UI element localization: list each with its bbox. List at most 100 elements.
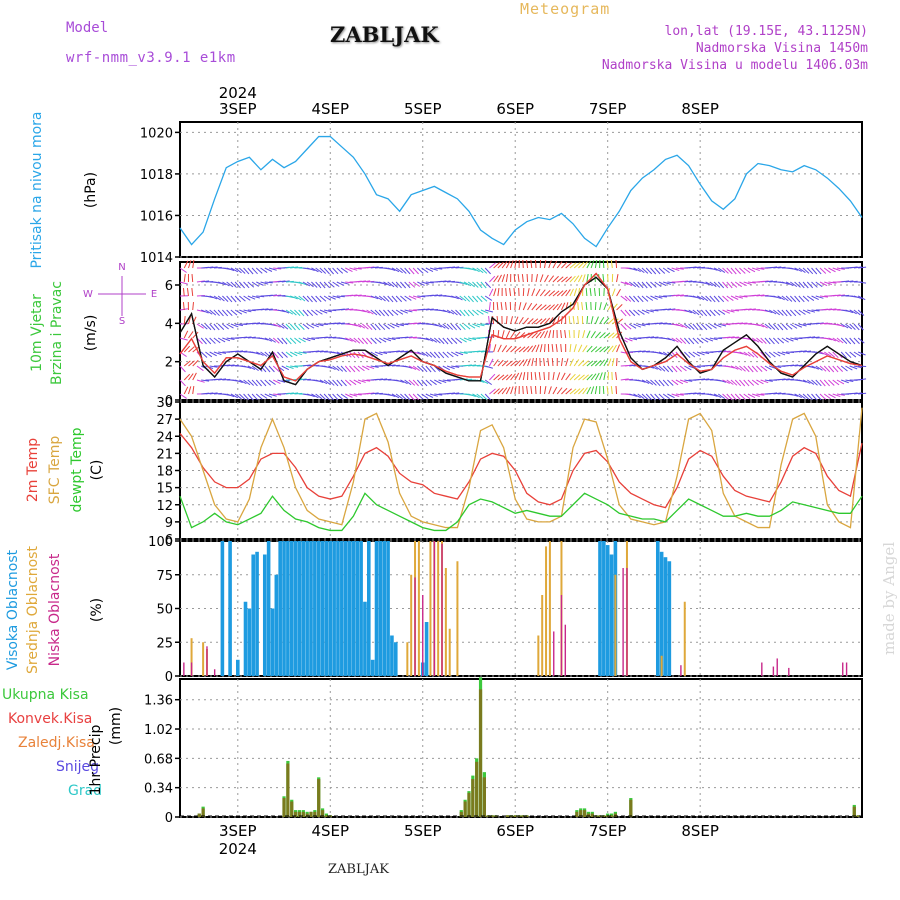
wind-barb xyxy=(374,266,383,269)
wind-barb xyxy=(294,351,303,356)
wind-barb xyxy=(391,295,398,303)
wind-barb xyxy=(366,280,375,283)
wind-barb xyxy=(421,365,428,373)
wind-barb xyxy=(760,379,769,384)
wind-barb xyxy=(595,346,602,353)
cloud-bar xyxy=(659,551,664,676)
wind-barb xyxy=(480,267,488,274)
wind-barb xyxy=(594,260,598,269)
wind-barb xyxy=(633,267,641,273)
wind-barb xyxy=(370,392,379,395)
wind-barb xyxy=(607,345,614,353)
cloud-bar xyxy=(270,608,275,676)
wind-barb xyxy=(786,378,795,381)
wind-barb xyxy=(484,393,491,401)
wind-barb xyxy=(332,295,341,299)
precip-bar-convective xyxy=(490,815,494,817)
mid-cloud-axis-title: Srednja Oblacnost xyxy=(25,546,41,674)
wind-barb xyxy=(607,273,609,283)
wind-barb xyxy=(849,365,858,370)
wind-barb xyxy=(417,295,426,298)
wind-barb xyxy=(671,351,678,359)
wind-barb xyxy=(383,295,390,302)
wind-barb xyxy=(709,267,718,271)
compass-west: W xyxy=(83,289,93,300)
wind-barb xyxy=(387,393,396,398)
wind-barb xyxy=(658,393,666,400)
wind-barb xyxy=(209,351,217,357)
wind-barb xyxy=(582,360,589,367)
y-tick-label: 21 xyxy=(156,447,173,462)
wind-barb xyxy=(459,295,467,302)
wind-barb xyxy=(777,295,785,301)
wind-barb xyxy=(734,393,742,401)
cloud-bar xyxy=(247,608,252,676)
wind-barb xyxy=(747,393,756,399)
wind-barb xyxy=(641,267,649,274)
wind-barb xyxy=(260,308,269,311)
precip-bar-convective xyxy=(201,808,205,817)
wind-barb xyxy=(586,274,589,283)
wind-barb xyxy=(747,281,756,284)
wind-barb xyxy=(438,323,446,329)
wind-barb xyxy=(268,323,277,327)
wind-barb xyxy=(722,393,729,400)
wind-barb xyxy=(658,322,667,325)
wind-barb xyxy=(586,315,589,325)
wind-barb xyxy=(374,309,381,316)
wind-barb xyxy=(654,322,663,325)
wind-barb xyxy=(277,351,284,359)
precip-legend-item: Snijeg xyxy=(56,759,99,775)
wind-barb xyxy=(226,323,234,329)
wind-barb xyxy=(378,323,386,331)
wind-barb xyxy=(616,288,621,297)
cloud-bar xyxy=(390,635,394,676)
wind-barb xyxy=(357,365,365,372)
wind-barb xyxy=(353,337,361,344)
wind-barb xyxy=(205,266,214,269)
wind-barb xyxy=(378,295,386,302)
wind-barb xyxy=(205,392,214,395)
wind-barb xyxy=(594,386,598,395)
day-label-bottom: 5SEP xyxy=(404,822,442,840)
wind-barb xyxy=(535,318,543,325)
precip-bar-convective xyxy=(305,813,309,817)
wind-barb xyxy=(408,379,416,386)
wind-barb xyxy=(480,323,489,326)
model-label: Model xyxy=(66,20,109,36)
wind-barb xyxy=(187,316,192,325)
wind-barb xyxy=(730,295,739,300)
wind-barb xyxy=(781,295,789,302)
wind-barb xyxy=(857,337,865,344)
wind-barb xyxy=(675,337,683,344)
wind-barb xyxy=(857,309,865,316)
wind-barb xyxy=(658,295,667,298)
wind-barb xyxy=(794,309,801,316)
wind-barb xyxy=(281,351,288,358)
wind-barb xyxy=(544,289,551,297)
cloud-bar xyxy=(274,574,279,676)
wind-barb xyxy=(641,379,650,384)
wind-barb xyxy=(790,281,798,288)
cloud-bar xyxy=(622,568,624,676)
cloud-bar xyxy=(663,557,668,676)
wind-barb xyxy=(217,337,226,343)
wind-barb xyxy=(501,274,506,283)
wind-barb xyxy=(586,373,593,381)
wind-barb xyxy=(756,379,764,385)
wind-barb xyxy=(472,295,479,303)
wind-barb xyxy=(569,373,576,381)
wind-barb xyxy=(705,378,714,381)
wind-barb xyxy=(565,373,571,381)
wind-barb xyxy=(671,365,678,373)
wind-barb xyxy=(569,343,572,353)
wind-barb xyxy=(735,295,744,299)
precip-bar-convective xyxy=(290,801,294,817)
wind-barb xyxy=(446,392,456,395)
wind-barb xyxy=(230,281,237,288)
wind-barb xyxy=(717,267,726,273)
wind-barb xyxy=(561,372,566,381)
wind-barb xyxy=(743,351,751,357)
wind-barb xyxy=(463,295,471,302)
wind-barb xyxy=(247,281,255,288)
